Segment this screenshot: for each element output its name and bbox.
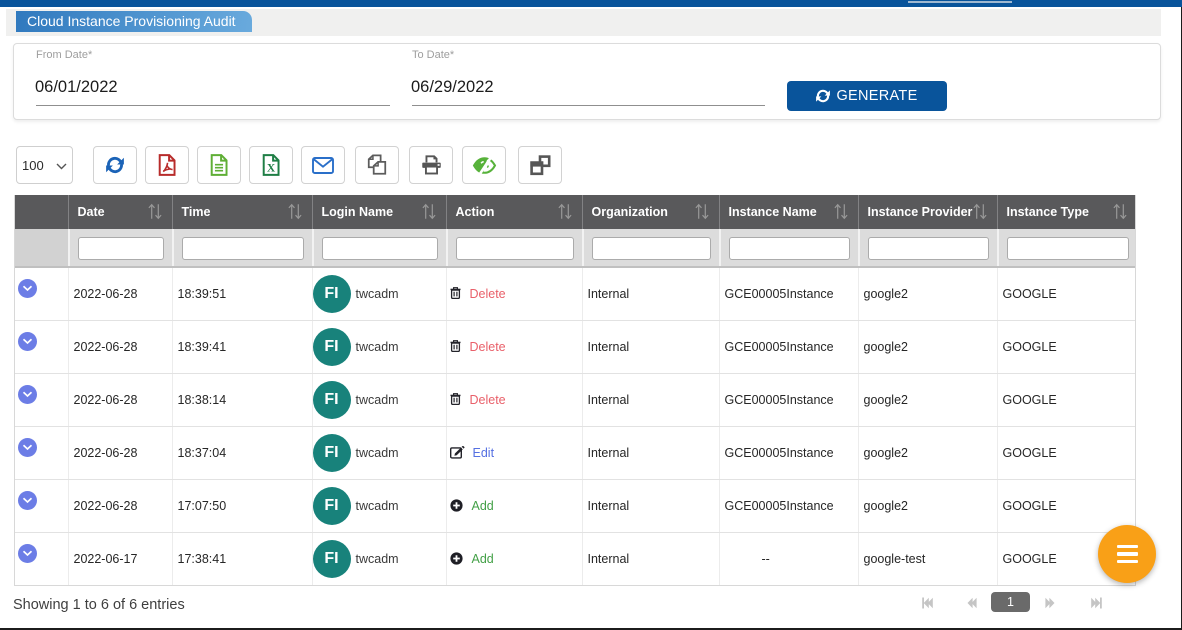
svg-text:X: X bbox=[267, 162, 276, 175]
